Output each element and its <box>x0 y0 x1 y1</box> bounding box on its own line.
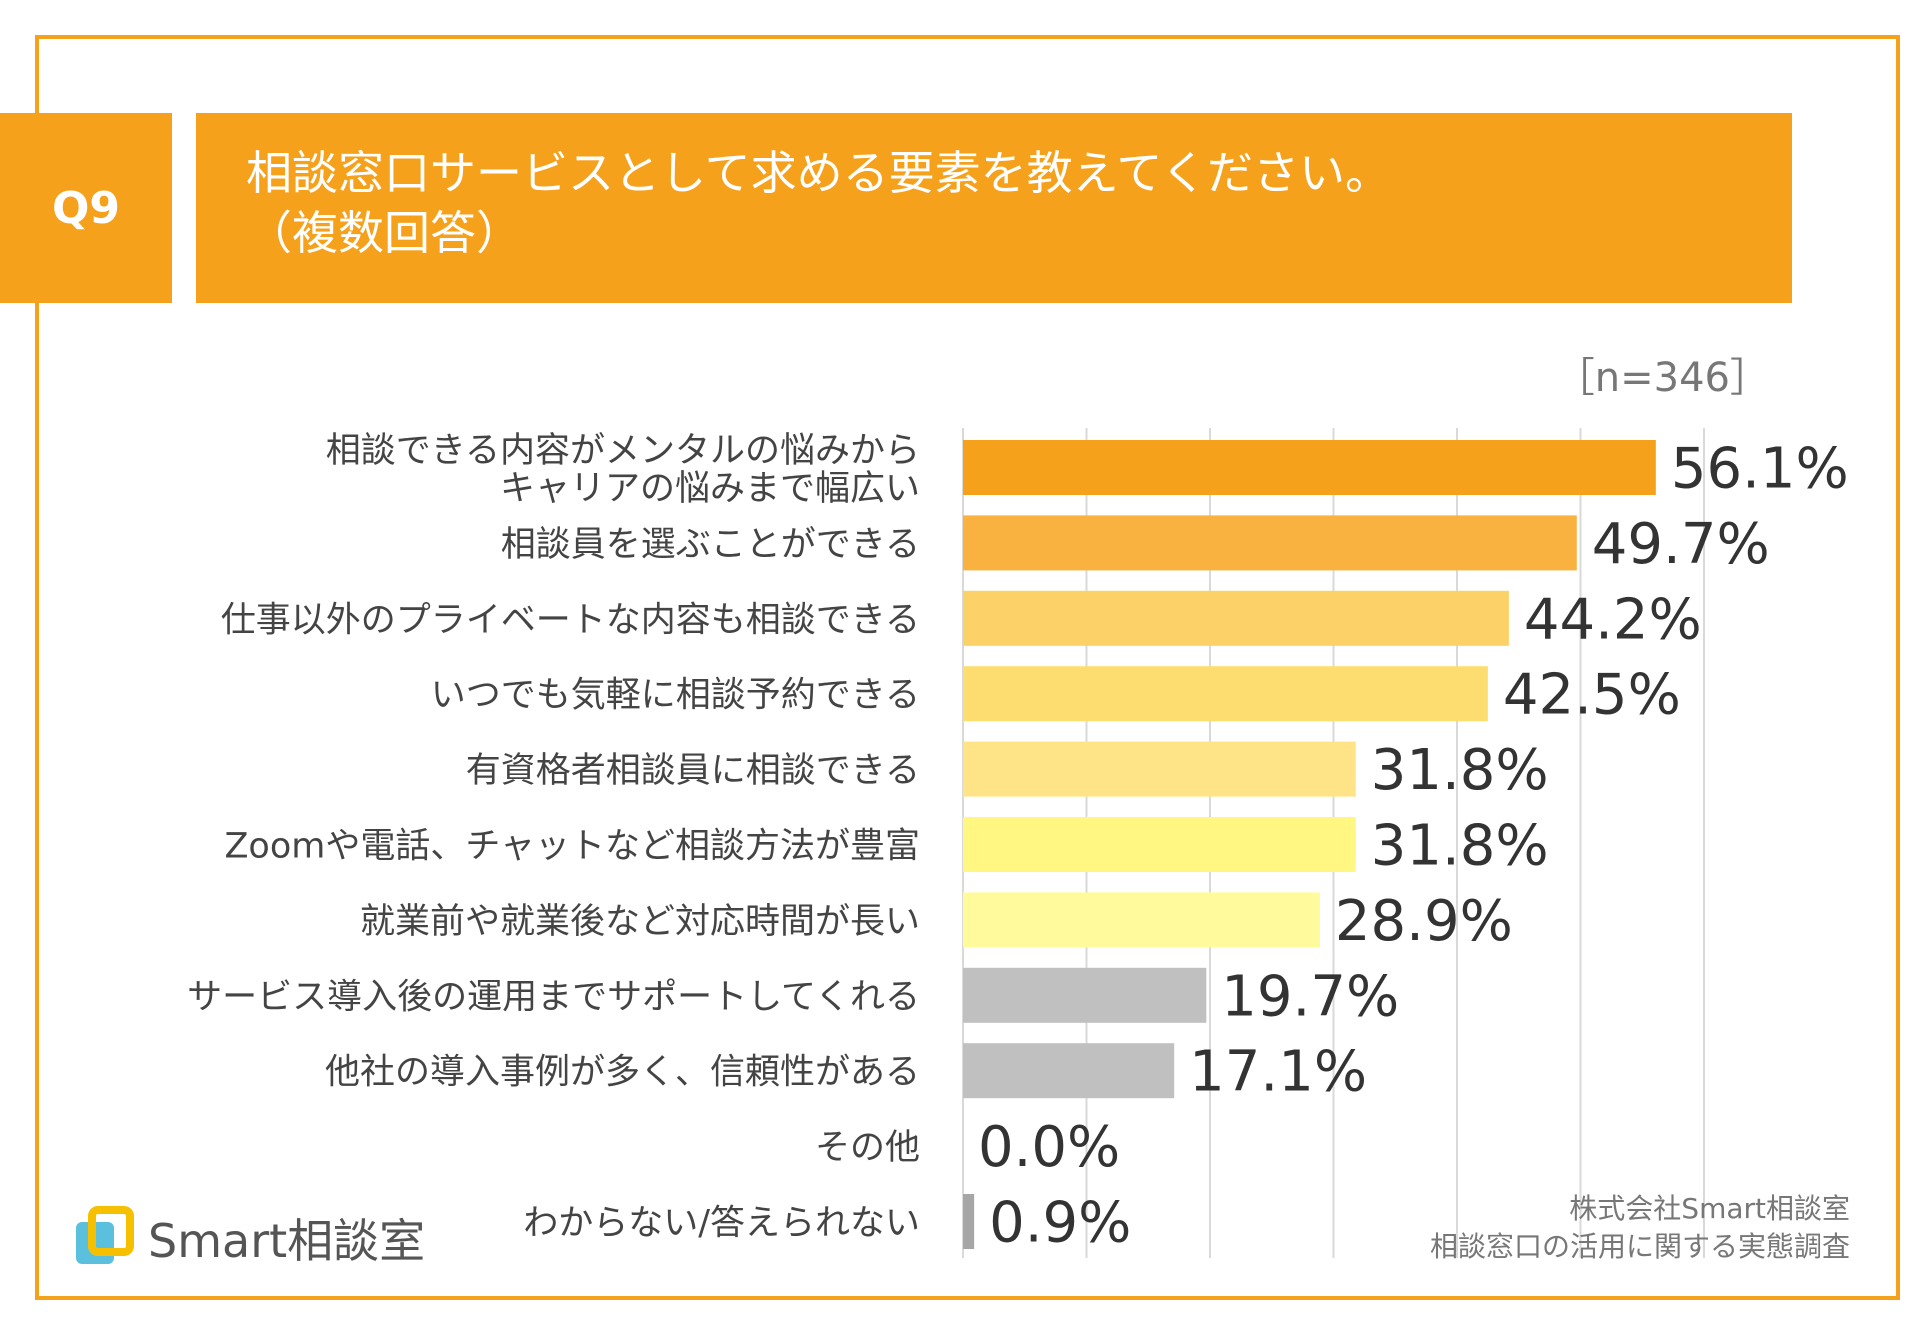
bar <box>963 666 1488 722</box>
logo-icon <box>76 1206 134 1264</box>
category-label: 有資格者相談員に相談できる <box>466 751 920 791</box>
source-survey: 相談窓口の活用に関する実態調査 <box>1429 1230 1850 1263</box>
question-number: Q9 <box>51 182 121 234</box>
bar <box>963 741 1356 797</box>
bar-value-label: 56.1% <box>1671 437 1849 502</box>
question-title: 相談窓口サービスとして求める要素を教えてください。 <box>246 146 1391 200</box>
category-label: わからない/答えられない <box>523 1204 920 1244</box>
category-label: 相談できる内容がメンタルの悩みから <box>326 431 920 471</box>
company-logo: Smart相談室 <box>72 1205 425 1271</box>
category-label: 就業前や就業後など対応時間が長い <box>360 902 920 942</box>
bar-value-label: 17.1% <box>1189 1040 1367 1105</box>
bar <box>963 1194 975 1249</box>
bar <box>963 967 1207 1023</box>
bar-value-label: 49.7% <box>1592 512 1770 577</box>
bar-value-label: 42.5% <box>1503 663 1681 728</box>
category-label: その他 <box>815 1128 920 1168</box>
sample-size: ［n=346］ <box>1554 355 1770 401</box>
question-note: （複数回答） <box>246 206 522 260</box>
category-label: 他社の導入事例が多く、信頼性がある <box>325 1053 920 1093</box>
category-label: Zoomや電話、チャットなど相談方法が豊富 <box>224 827 920 867</box>
bar <box>963 892 1320 948</box>
bar-value-label: 44.2% <box>1524 587 1702 652</box>
question-number-badge: Q9 <box>0 113 172 303</box>
bar-value-label: 31.8% <box>1371 814 1549 879</box>
bar-value-label: 0.0% <box>978 1115 1120 1180</box>
category-label: サービス導入後の運用までサポートしてくれる <box>187 977 920 1017</box>
bar-value-label: 31.8% <box>1371 738 1549 803</box>
bar <box>963 515 1577 571</box>
bar <box>963 1043 1175 1099</box>
question-title-banner: 相談窓口サービスとして求める要素を教えてください。 （複数回答） <box>196 113 1792 303</box>
bar-value-label: 19.7% <box>1221 964 1399 1029</box>
category-label: キャリアの悩みまで幅広い <box>500 469 920 509</box>
category-label: 相談員を選ぶことができる <box>501 525 920 565</box>
category-label: いつでも気軽に相談予約できる <box>431 676 920 716</box>
bar <box>963 590 1509 646</box>
logo-text: Smart相談室 <box>148 1214 426 1268</box>
bar <box>963 817 1356 872</box>
bar-value-label: 0.9% <box>989 1191 1131 1256</box>
category-label: 仕事以外のプライベートな内容も相談できる <box>221 600 920 640</box>
chart-frame <box>35 35 1900 1300</box>
source-note: 株式会社Smart相談室 相談窓口の活用に関する実態調査 <box>1430 1190 1850 1266</box>
bar <box>963 440 1656 495</box>
bar-value-label: 28.9% <box>1335 889 1513 954</box>
source-company: 株式会社Smart相談室 <box>1569 1192 1850 1225</box>
